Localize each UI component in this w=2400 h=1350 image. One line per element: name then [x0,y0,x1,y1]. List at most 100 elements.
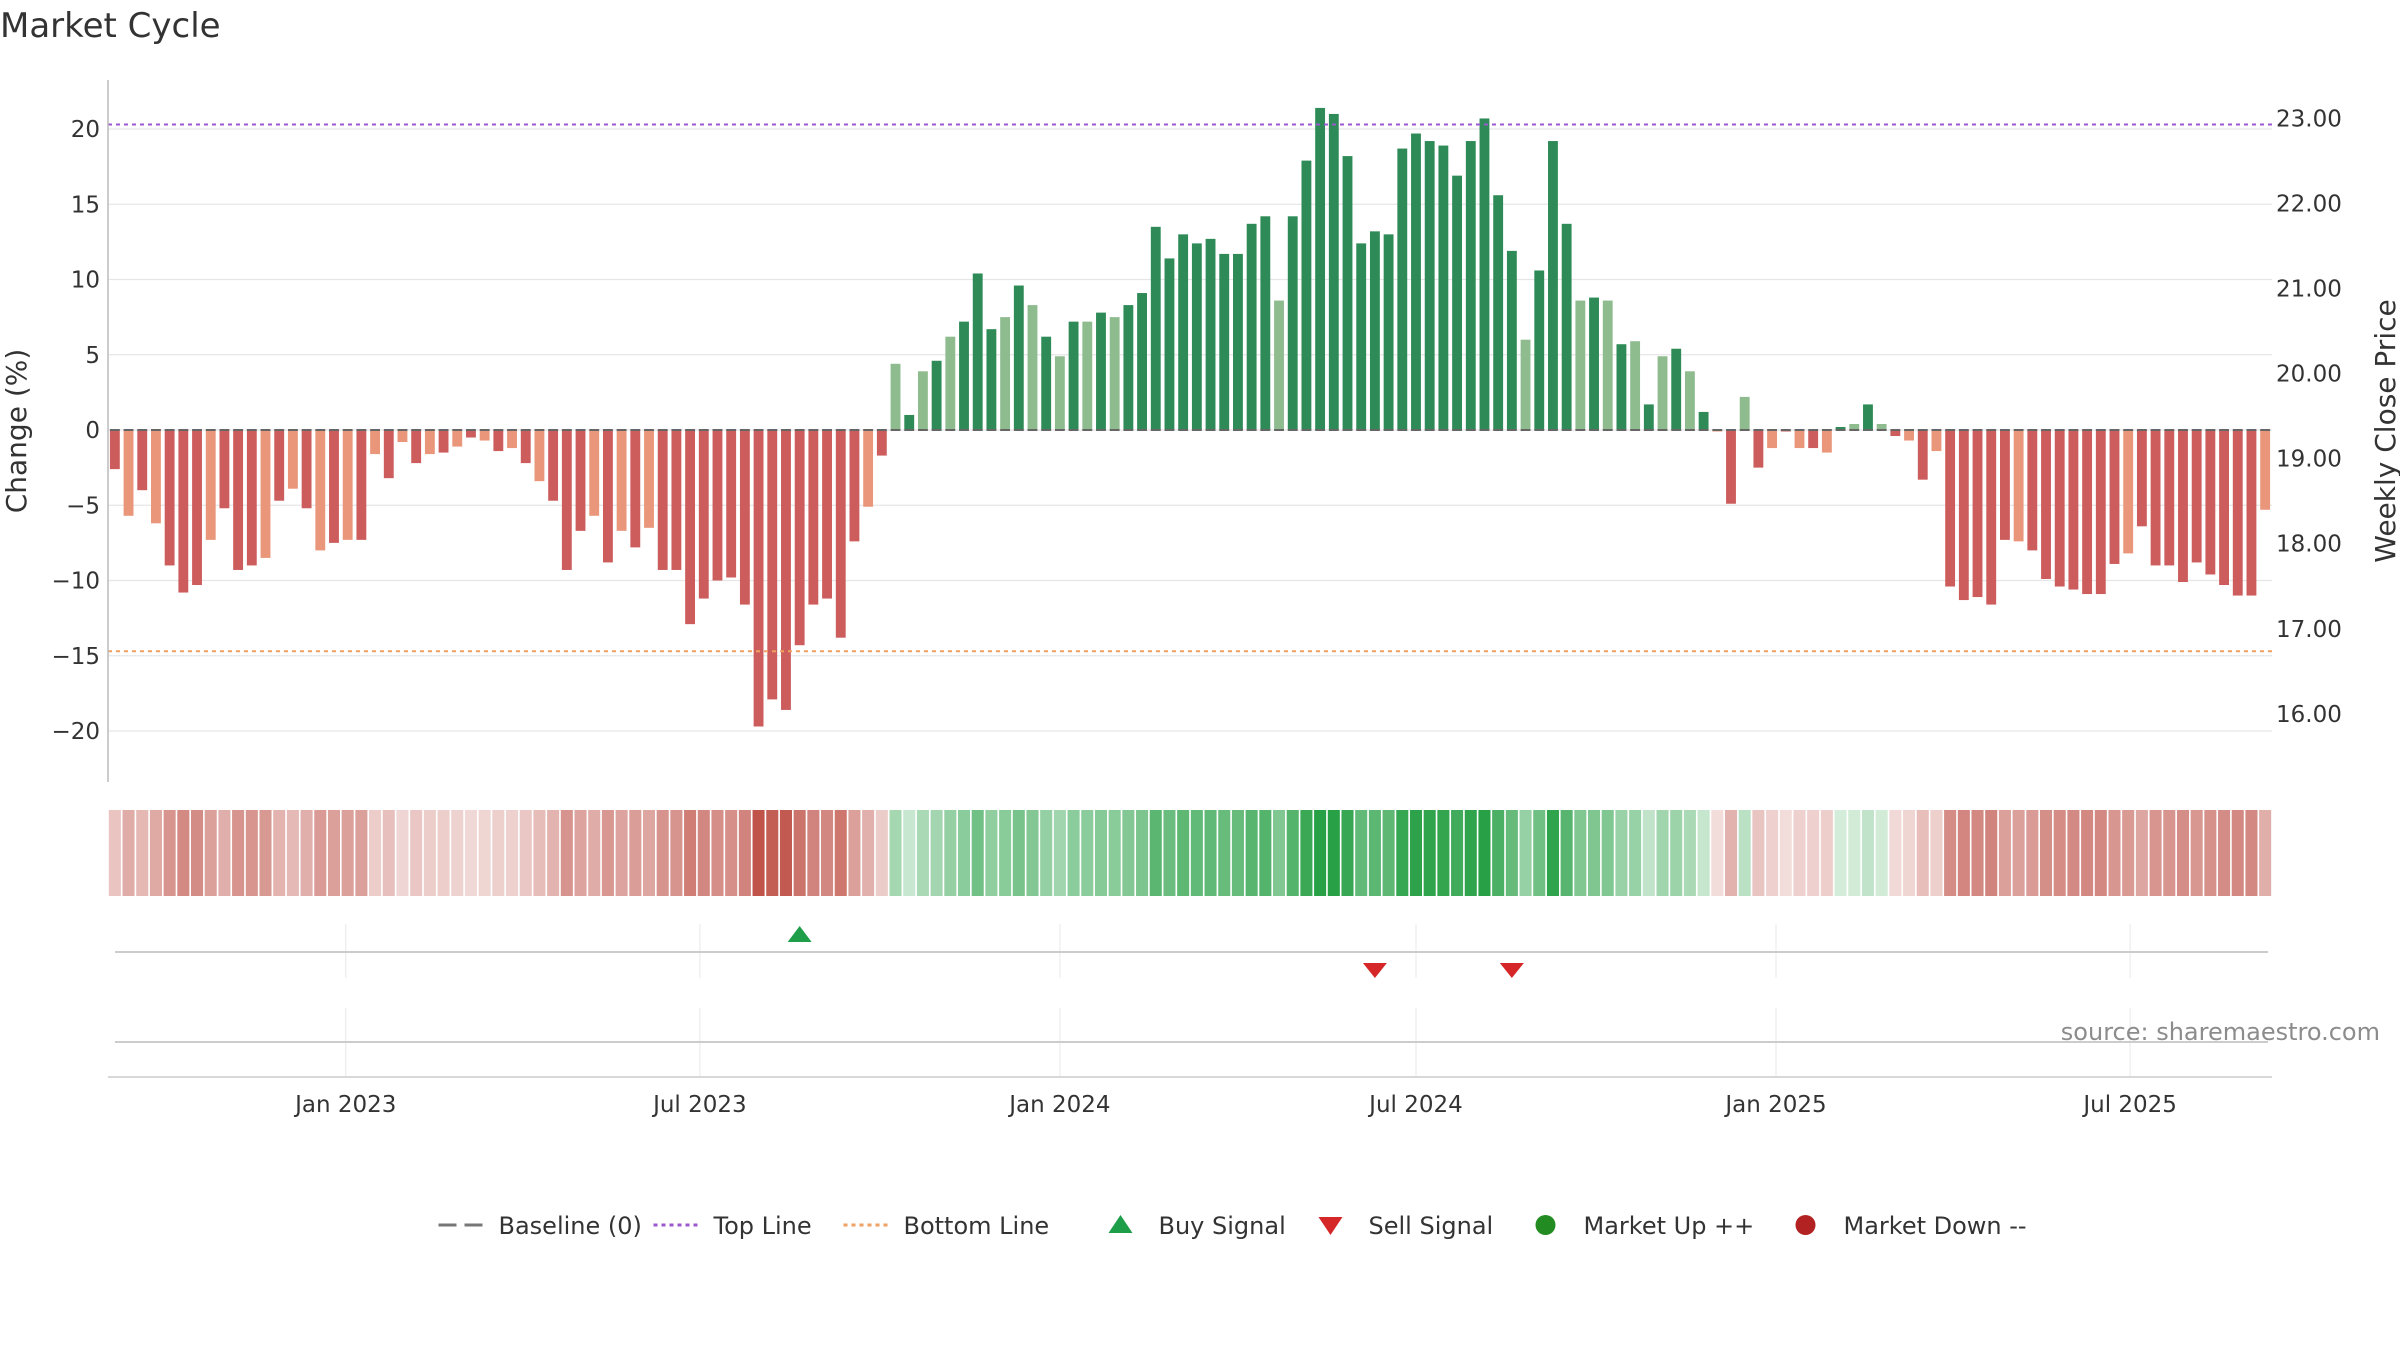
bar [2136,430,2147,527]
heat-cell [725,810,738,896]
heat-cell [807,810,820,896]
bar [1369,231,1380,430]
signal-panel [115,924,2268,978]
bar [2027,430,2038,551]
heat-cell [1903,810,1916,896]
heat-cell [1163,810,1176,896]
heat-cell [122,810,135,896]
heat-cell [738,810,751,896]
heat-cell [2231,810,2244,896]
heat-cell [1231,810,1244,896]
legend-item-sell: Sell Signal [1318,1212,1493,1240]
bar [616,430,627,531]
heat-cell [1026,810,1039,896]
heat-cell [560,810,573,896]
reference-lines [108,123,2272,653]
x-tick-label: Jan 2024 [1007,1092,1110,1118]
heat-cell [875,810,888,896]
heat-cell [916,810,929,896]
bar [1534,270,1545,430]
y2-tick-label: 21.00 [2276,276,2342,302]
bar [1972,430,1983,598]
legend-swatch [1108,1215,1133,1233]
heat-cell [903,810,916,896]
bar [164,430,175,566]
sell-signal-marker [1499,963,1524,978]
heat-cell [1423,810,1436,896]
bar [2041,430,2051,579]
legend-item-bottom: Bottom Line [843,1212,1049,1240]
bar [972,273,983,430]
heat-cell [232,810,245,896]
bar [1260,216,1271,430]
heat-cell [656,810,669,896]
bar [205,430,216,540]
heat-cell [245,810,258,896]
bar [1671,348,1682,430]
heat-cell [1793,810,1806,896]
x-tick-label: Jan 2025 [1723,1092,1826,1118]
heat-cell [1546,810,1559,896]
bar [1178,234,1189,430]
bar [1328,113,1339,430]
y-tick-label: 15 [71,192,100,218]
bar [356,430,367,540]
heat-cell [314,810,327,896]
bar [1917,430,1928,480]
bar [1835,426,1846,430]
heat-cell [1656,810,1669,896]
bar [438,430,449,453]
heat-cell [2012,810,2025,896]
heat-cell [1505,810,1518,896]
heat-cell [779,810,792,896]
heat-cell [1820,810,1833,896]
heat-cell [1670,810,1683,896]
heat-cell [588,810,601,896]
heat-cell [1889,810,1902,896]
bar [452,430,463,447]
heat-cell [1875,810,1888,896]
heat-cell [1944,810,1957,896]
bar [1068,321,1079,430]
heat-cell [1711,810,1724,896]
heat-strip [108,810,2272,896]
heat-cell [1492,810,1505,896]
bar [1931,430,1942,452]
heat-cell [2204,810,2217,896]
heat-cell [286,810,299,896]
heat-cell [957,810,971,896]
heat-cell [478,810,491,896]
bar [1945,430,1956,587]
bar [246,430,257,566]
bar [479,430,490,441]
bar [1287,216,1298,430]
bar [493,430,504,452]
heat-cell [273,810,286,896]
heat-cell [369,810,382,896]
heat-cell [1094,810,1108,896]
bar [561,430,572,570]
legend-swatch [1795,1215,1816,1235]
bar [1041,336,1052,430]
heat-cell [1807,810,1820,896]
heat-cell [2081,810,2094,896]
bar [1150,226,1161,430]
bar [726,430,737,578]
bar [1205,238,1216,430]
y2-axis-title: Weekly Close Price [2369,299,2400,562]
bar [2095,430,2106,595]
bar [1274,300,1284,430]
heat-cell [1218,810,1231,896]
bar [1849,423,1860,430]
bar [219,430,230,509]
heat-cell [1259,810,1272,896]
bar [383,430,394,479]
heat-cell [1149,810,1162,896]
heat-cell [506,810,519,896]
y2-tick-label: 20.00 [2276,362,2342,388]
bar [1109,317,1120,430]
heat-cell [2067,810,2080,896]
bar [945,336,956,430]
bar [2082,430,2093,595]
heat-cell [519,810,532,896]
